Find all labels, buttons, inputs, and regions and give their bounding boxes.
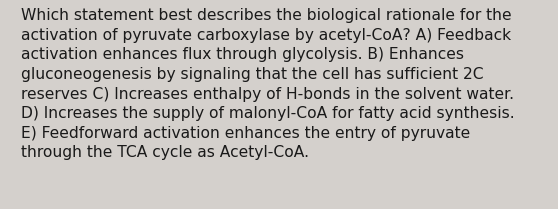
- Text: Which statement best describes the biological rationale for the
activation of py: Which statement best describes the biolo…: [21, 8, 515, 160]
